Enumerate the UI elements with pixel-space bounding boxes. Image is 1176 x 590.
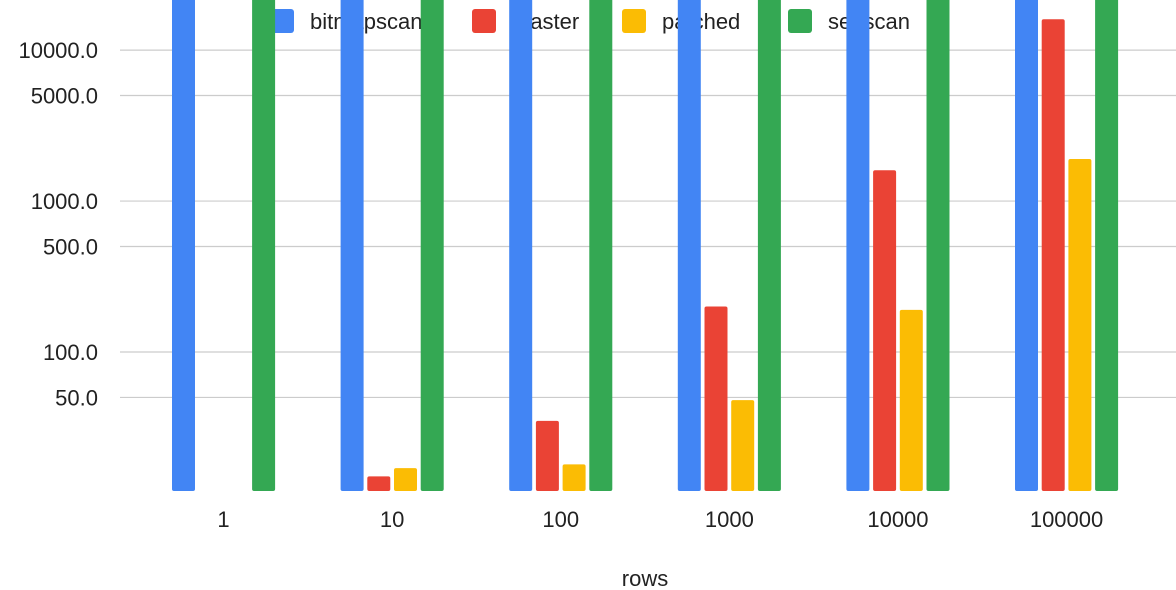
- x-axis-title: rows: [622, 566, 668, 590]
- bar-master-1000: [704, 306, 728, 491]
- y-tick-label: 500.0: [43, 234, 98, 259]
- bar-patched-1000: [731, 400, 755, 491]
- bar-seqscan-1: [252, 0, 276, 491]
- bar-seqscan-10000: [926, 0, 950, 491]
- x-axis-categories: 1 10 100 1000 10000 100000: [217, 507, 1103, 532]
- bar-bitmapscan-1000: [677, 0, 701, 491]
- bar-seqscan-10: [420, 0, 444, 491]
- bar-seqscan-100: [589, 0, 613, 491]
- bar-patched-100: [562, 464, 586, 491]
- bar-master-100: [535, 420, 559, 491]
- bars: [172, 0, 1119, 492]
- bar-patched-10000: [899, 309, 923, 491]
- bar-seqscan-100000: [1095, 0, 1119, 491]
- bar-bitmapscan-100: [509, 0, 533, 491]
- x-category-label: 1000: [705, 507, 754, 532]
- y-tick-label: 10000.0: [18, 38, 98, 63]
- legend-swatch-patched: [622, 9, 646, 33]
- y-tick-label: 1000.0: [31, 189, 98, 214]
- bar-patched-100000: [1068, 158, 1092, 491]
- legend-swatch-seqscan: [788, 9, 812, 33]
- bar-bitmapscan-10000: [846, 0, 870, 491]
- x-category-label: 1: [217, 507, 229, 532]
- bar-bitmapscan-10: [340, 0, 364, 491]
- x-category-label: 10: [380, 507, 404, 532]
- y-tick-label: 50.0: [55, 385, 98, 410]
- bar-patched-10: [394, 468, 417, 491]
- y-gridlines: [120, 49, 1176, 399]
- y-tick-label: 100.0: [43, 340, 98, 365]
- bar-master-10: [367, 476, 391, 491]
- legend-label-bitmapscan: bitmapscan: [310, 9, 423, 34]
- legend-swatch-bitmapscan: [270, 9, 294, 33]
- x-category-label: 100: [542, 507, 579, 532]
- bar-master-100000: [1041, 19, 1065, 492]
- x-category-label: 100000: [1030, 507, 1103, 532]
- bar-master-10000: [873, 170, 897, 492]
- x-category-label: 10000: [867, 507, 928, 532]
- legend-label-patched: patched: [662, 9, 740, 34]
- y-tick-label: 5000.0: [31, 84, 98, 109]
- bar-bitmapscan-100000: [1015, 0, 1038, 491]
- legend-swatch-master: [472, 9, 496, 33]
- bar-seqscan-1000: [757, 0, 781, 491]
- bar-bitmapscan-1: [172, 0, 195, 491]
